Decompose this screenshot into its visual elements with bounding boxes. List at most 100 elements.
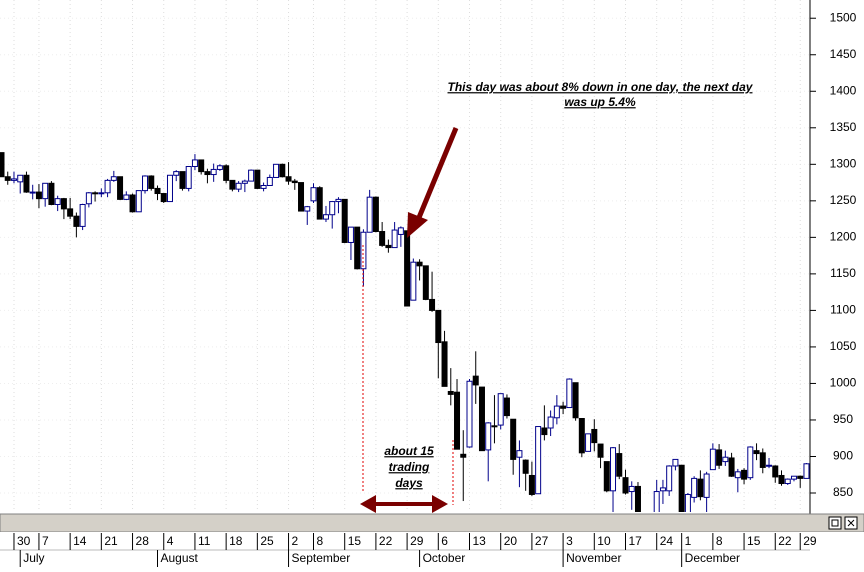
x-tick-label: 22 <box>778 534 792 548</box>
x-tick-label: 11 <box>198 534 211 548</box>
candle-body <box>435 309 442 344</box>
candle-body <box>316 187 323 220</box>
candle-body <box>441 341 448 387</box>
candle-body <box>803 463 810 479</box>
candle-body <box>385 244 392 249</box>
candle-body <box>85 192 92 205</box>
candle-body <box>566 378 573 409</box>
candle-body <box>335 198 342 203</box>
candle-body <box>341 198 348 243</box>
x-tick-label: 18 <box>229 534 243 548</box>
candle-body <box>603 461 610 492</box>
candle-body <box>241 180 248 184</box>
candle-body <box>528 474 535 495</box>
candle-body <box>216 165 223 170</box>
x-tick-label: 14 <box>73 534 87 548</box>
x-tick-label: 17 <box>629 534 643 548</box>
candle-body <box>17 174 24 183</box>
candle-body <box>279 163 286 178</box>
candle-body <box>560 405 567 409</box>
candle-body <box>42 182 49 200</box>
pointer-arrow <box>415 127 459 221</box>
candle-body <box>123 194 130 200</box>
annotation: This day was about 8% down in one day, t… <box>448 80 754 94</box>
restore-button[interactable] <box>828 516 842 530</box>
candle-body <box>92 192 99 195</box>
x-tick-label: 8 <box>716 534 723 548</box>
x-tick-label: 28 <box>136 534 150 548</box>
candle-body <box>366 196 373 233</box>
y-tick-label: 1350 <box>830 120 857 134</box>
candle-body <box>628 485 635 493</box>
candle-body <box>547 416 554 429</box>
x-tick-label: 20 <box>504 534 518 548</box>
x-tick-label: 6 <box>441 534 448 548</box>
candle-body <box>709 448 716 471</box>
candle-body <box>759 452 766 468</box>
candle-body <box>510 418 517 460</box>
candle-body <box>703 473 710 498</box>
x-tick-label: 10 <box>597 534 611 548</box>
candle-body <box>391 229 398 249</box>
candle-body <box>372 196 379 233</box>
y-tick-label: 1250 <box>830 193 857 207</box>
candle-body <box>653 491 660 512</box>
candle-body <box>766 464 773 467</box>
candle-body <box>260 184 267 189</box>
x-tick-label: 22 <box>379 534 393 548</box>
candle-body <box>454 391 461 450</box>
x-tick-label: 13 <box>473 534 487 548</box>
candle-body <box>535 426 542 495</box>
candle-body <box>447 390 454 395</box>
candle-body <box>678 464 685 512</box>
x-tick-label: 8 <box>317 534 324 548</box>
candle-body <box>503 397 510 417</box>
candle-body <box>672 458 679 467</box>
candle-body <box>597 443 604 458</box>
annotation: was up 5.4% <box>564 95 636 109</box>
candle-body <box>460 453 467 458</box>
annotation: days <box>395 476 423 490</box>
x-tick-label: 24 <box>660 534 674 548</box>
candle-body <box>516 450 523 458</box>
y-tick-label: 1000 <box>830 376 857 390</box>
x-tick-label: 29 <box>410 534 424 548</box>
candle-body <box>784 478 791 485</box>
candle-body <box>578 418 585 454</box>
x-tick-label: 25 <box>260 534 274 548</box>
y-tick-label: 1150 <box>830 266 856 280</box>
candle-body <box>659 487 666 492</box>
candle-body <box>0 152 5 178</box>
candle-body <box>60 198 67 210</box>
candle-body <box>266 176 273 186</box>
y-tick-label: 850 <box>833 485 853 499</box>
candle-body <box>522 459 529 474</box>
candle-body <box>797 475 804 479</box>
candle-body <box>135 190 142 213</box>
candle-body <box>310 187 317 202</box>
candle-body <box>67 208 74 217</box>
candle-body <box>472 375 479 386</box>
month-label: October <box>423 551 466 565</box>
candle-body <box>790 475 797 480</box>
candle-body <box>248 169 255 182</box>
x-tick-label: 29 <box>803 534 817 548</box>
candle-body <box>397 227 404 235</box>
month-label: August <box>161 551 199 565</box>
price-axis: 850 900 950 1000 1050 1100 1150 1200 1250 1300 135… <box>810 10 857 499</box>
candle-body <box>691 477 698 498</box>
x-tick-label: 21 <box>104 534 118 548</box>
candle-body <box>10 178 17 181</box>
candle-body <box>110 176 117 181</box>
candle-body <box>404 230 411 307</box>
y-tick-label: 1100 <box>830 303 856 317</box>
y-tick-label: 950 <box>833 412 853 426</box>
candle-body <box>298 182 305 212</box>
y-tick-label: 900 <box>833 449 853 463</box>
candle-body <box>273 163 280 178</box>
candle-body <box>285 176 292 182</box>
close-icon <box>847 519 855 527</box>
x-tick-label: 15 <box>348 534 362 548</box>
